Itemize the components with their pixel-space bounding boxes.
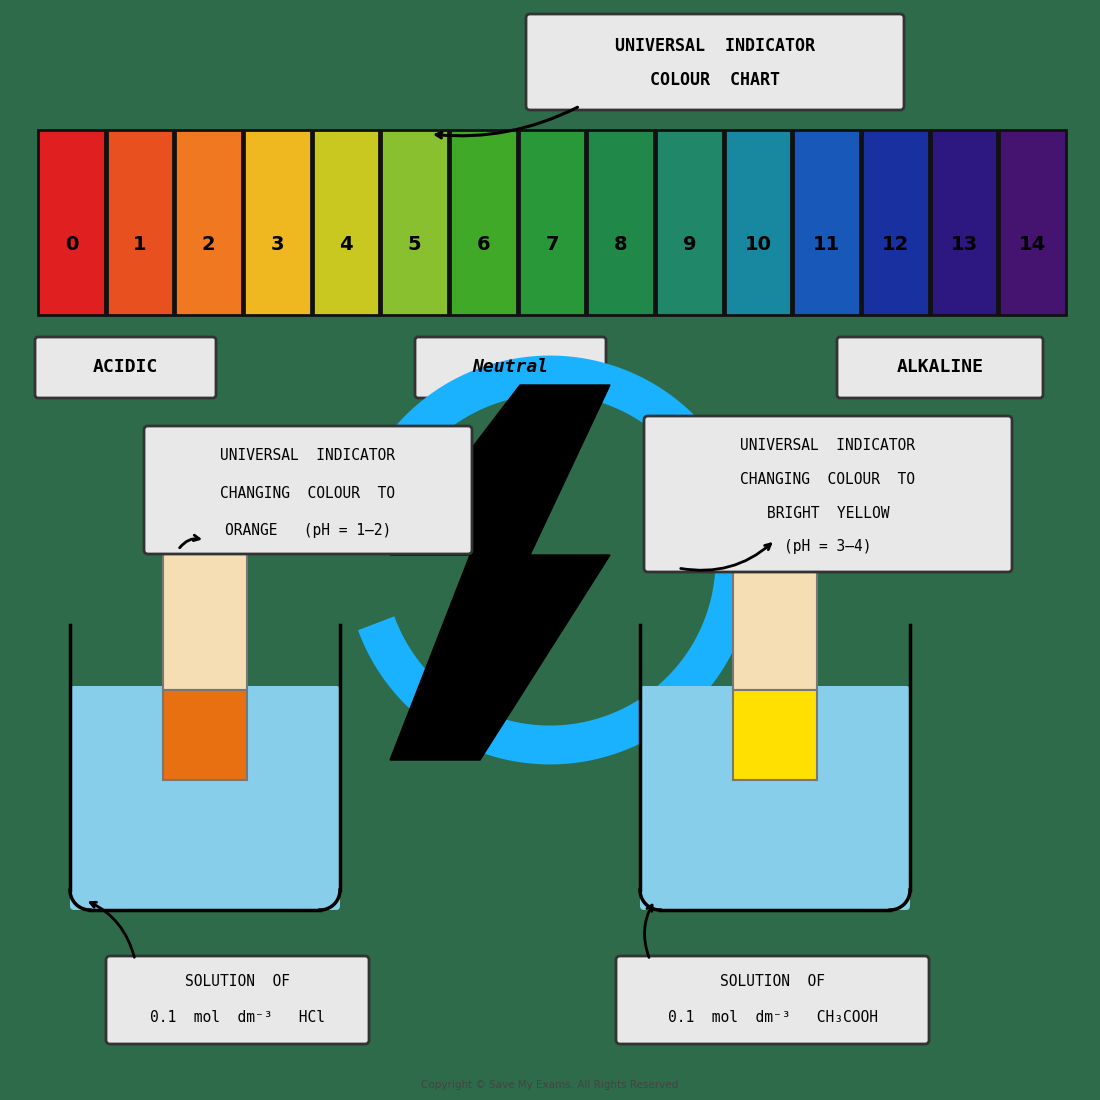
Text: Copyright © Save My Exams. All Rights Reserved: Copyright © Save My Exams. All Rights Re… — [421, 1080, 679, 1090]
Text: ALKALINE: ALKALINE — [896, 359, 983, 376]
FancyBboxPatch shape — [931, 130, 998, 315]
FancyBboxPatch shape — [640, 686, 910, 910]
Text: 11: 11 — [813, 235, 840, 254]
Text: 0: 0 — [65, 235, 78, 254]
Text: 0.1  mol  dm⁻³   HCl: 0.1 mol dm⁻³ HCl — [150, 1011, 324, 1025]
Text: CHANGING  COLOUR  TO: CHANGING COLOUR TO — [220, 485, 396, 501]
Text: ORANGE   (pH = 1–2): ORANGE (pH = 1–2) — [224, 524, 392, 539]
Text: UNIVERSAL  INDICATOR: UNIVERSAL INDICATOR — [615, 37, 815, 55]
FancyBboxPatch shape — [999, 130, 1066, 315]
Text: 7: 7 — [546, 235, 559, 254]
FancyBboxPatch shape — [587, 130, 654, 315]
Text: 1: 1 — [133, 235, 146, 254]
FancyBboxPatch shape — [163, 540, 248, 690]
Text: 0.1  mol  dm⁻³   CH₃COOH: 0.1 mol dm⁻³ CH₃COOH — [668, 1011, 878, 1025]
Text: COLOUR  CHART: COLOUR CHART — [650, 72, 780, 89]
FancyBboxPatch shape — [415, 337, 606, 398]
Text: 9: 9 — [683, 235, 696, 254]
FancyBboxPatch shape — [106, 956, 369, 1044]
FancyBboxPatch shape — [312, 130, 380, 315]
FancyBboxPatch shape — [616, 956, 930, 1044]
Text: 10: 10 — [745, 235, 771, 254]
Text: UNIVERSAL  INDICATOR: UNIVERSAL INDICATOR — [740, 438, 915, 452]
Text: 5: 5 — [408, 235, 421, 254]
FancyBboxPatch shape — [244, 130, 310, 315]
FancyBboxPatch shape — [382, 130, 448, 315]
FancyBboxPatch shape — [725, 130, 791, 315]
FancyBboxPatch shape — [39, 130, 104, 315]
FancyBboxPatch shape — [107, 130, 174, 315]
FancyBboxPatch shape — [144, 426, 472, 554]
FancyBboxPatch shape — [644, 416, 1012, 572]
FancyBboxPatch shape — [175, 130, 242, 315]
FancyBboxPatch shape — [733, 690, 817, 780]
Polygon shape — [390, 385, 611, 760]
Text: 14: 14 — [1019, 235, 1046, 254]
FancyBboxPatch shape — [793, 130, 860, 315]
FancyBboxPatch shape — [35, 337, 216, 398]
Text: SOLUTION  OF: SOLUTION OF — [720, 975, 825, 990]
Text: (pH = 3–4): (pH = 3–4) — [784, 539, 871, 554]
FancyBboxPatch shape — [862, 130, 928, 315]
FancyBboxPatch shape — [656, 130, 723, 315]
Text: BRIGHT  YELLOW: BRIGHT YELLOW — [767, 506, 889, 520]
FancyBboxPatch shape — [526, 14, 904, 110]
Text: CHANGING  COLOUR  TO: CHANGING COLOUR TO — [740, 472, 915, 486]
Text: 6: 6 — [476, 235, 491, 254]
Text: 12: 12 — [882, 235, 909, 254]
FancyBboxPatch shape — [163, 690, 248, 780]
FancyBboxPatch shape — [450, 130, 517, 315]
Text: 13: 13 — [950, 235, 978, 254]
Text: 2: 2 — [202, 235, 216, 254]
FancyBboxPatch shape — [837, 337, 1043, 398]
Text: SOLUTION  OF: SOLUTION OF — [185, 975, 290, 990]
FancyBboxPatch shape — [519, 130, 585, 315]
Text: UNIVERSAL  INDICATOR: UNIVERSAL INDICATOR — [220, 448, 396, 462]
Text: ACIDIC: ACIDIC — [92, 359, 158, 376]
Text: 3: 3 — [271, 235, 284, 254]
FancyBboxPatch shape — [733, 540, 817, 690]
Text: Neutral: Neutral — [472, 359, 549, 376]
Text: 8: 8 — [614, 235, 627, 254]
FancyBboxPatch shape — [70, 686, 340, 910]
Text: 4: 4 — [339, 235, 353, 254]
